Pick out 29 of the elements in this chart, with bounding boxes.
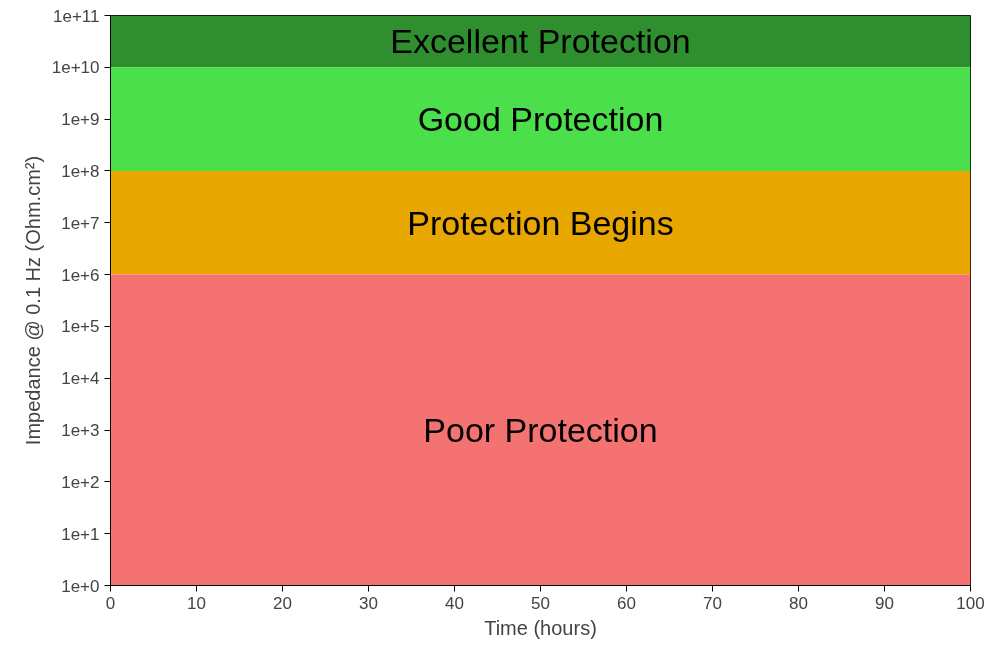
x-tick-label: 30	[359, 593, 378, 613]
x-tick-label: 0	[105, 593, 116, 613]
y-tick-label: 1e+6	[61, 265, 100, 285]
y-tick-label: 1e+2	[61, 472, 100, 492]
y-axis-title: Impedance @ 0.1 Hz (Ohm.cm²)	[21, 155, 44, 446]
y-tick-label: 1e+9	[61, 110, 100, 130]
band-label: Excellent Protection	[390, 22, 691, 61]
y-tick-label: 1e+1	[61, 524, 100, 544]
y-tick-label: 1e+0	[61, 576, 100, 596]
y-tick-label: 1e+8	[61, 161, 100, 181]
band-label: Poor Protection	[423, 411, 658, 450]
band-label: Good Protection	[417, 100, 664, 139]
y-tick-label: 1e+11	[53, 6, 100, 26]
x-tick-label: 20	[273, 593, 292, 613]
x-axis-title: Time (hours)	[484, 616, 597, 639]
y-tick-label: 1e+10	[51, 58, 100, 78]
y-tick-label: 1e+4	[61, 369, 100, 389]
x-tick-label: 90	[875, 593, 894, 613]
x-tick-label: 60	[617, 593, 636, 613]
x-tick-label: 100	[956, 593, 985, 613]
y-tick-label: 1e+5	[61, 317, 100, 337]
y-tick-label: 1e+3	[61, 421, 100, 441]
x-tick-label: 10	[187, 593, 206, 613]
x-tick-label: 40	[445, 593, 464, 613]
band-label: Protection Begins	[407, 203, 674, 242]
x-tick-label: 50	[531, 593, 550, 613]
x-tick-label: 80	[789, 593, 808, 613]
y-tick-label: 1e+7	[61, 213, 100, 233]
x-tick-label: 70	[703, 593, 722, 613]
